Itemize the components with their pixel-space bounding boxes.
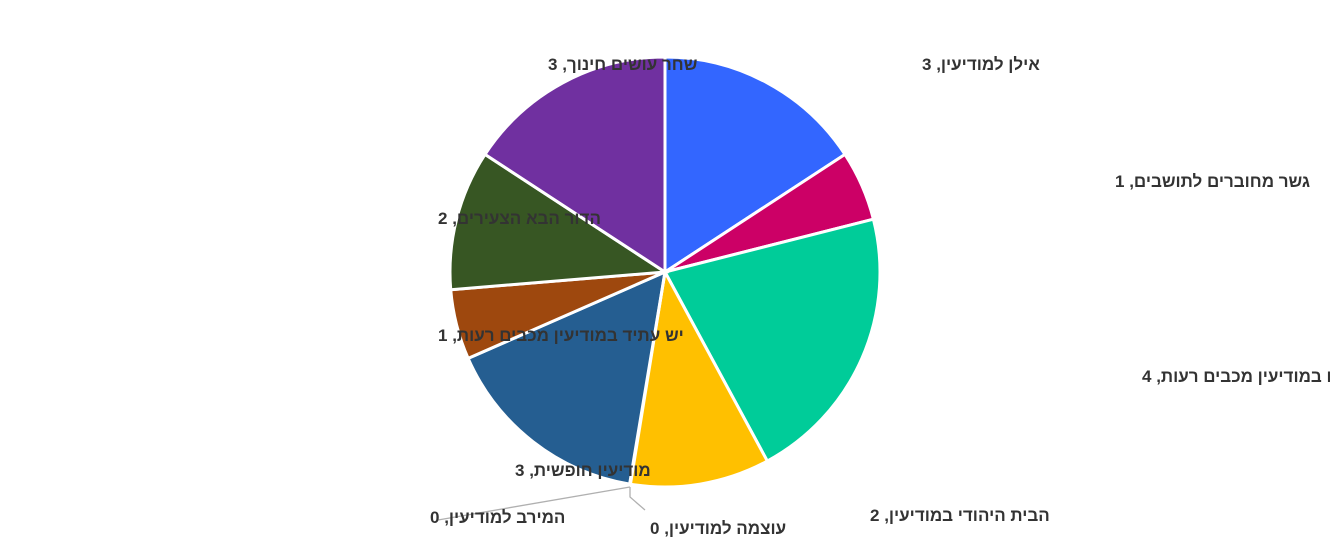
slice-label-ilan: אילן למודיעין, 3	[922, 55, 1040, 74]
slice-labels: אילן למודיעין, 3 גשר מחוברים לתושבים, 1 …	[430, 55, 1330, 538]
slice-label-chaim: חיים במודיעין מכבים רעות, 4	[1142, 367, 1330, 386]
leader-line-hamerav	[437, 486, 631, 521]
slice-label-hamerav: המירב למודיעין, 0	[430, 508, 565, 527]
leader-line-otzma	[629, 487, 646, 511]
pie-slices	[448, 55, 882, 489]
slice-label-yesh-atid: יש עתיד במודיעין מכבים רעות, 1	[438, 326, 684, 345]
pie-slice-0	[663, 55, 848, 275]
slice-label-habayit: הבית היהודי במודיעין, 2	[870, 506, 1050, 525]
slice-label-otzma: עוצמה למודיעין, 0	[650, 519, 786, 538]
pie-slice-2	[662, 217, 882, 464]
zero-slice-line	[628, 271, 667, 488]
slice-label-gesher: גשר מחוברים לתושבים, 1	[1115, 172, 1310, 191]
pie-slice-6	[466, 269, 667, 486]
pie-slice-9	[482, 55, 667, 275]
leader-lines	[437, 271, 667, 521]
slice-label-shachar: שחר עושים חינוך, 3	[548, 55, 698, 74]
slice-label-hador-haba: הדור הבא הצעירים, 2	[438, 209, 601, 228]
slice-label-modiin-chofshit: מודיעין חופשית, 3	[515, 461, 651, 480]
pie-slice-8	[448, 152, 670, 292]
pie-slice-3	[627, 267, 770, 489]
